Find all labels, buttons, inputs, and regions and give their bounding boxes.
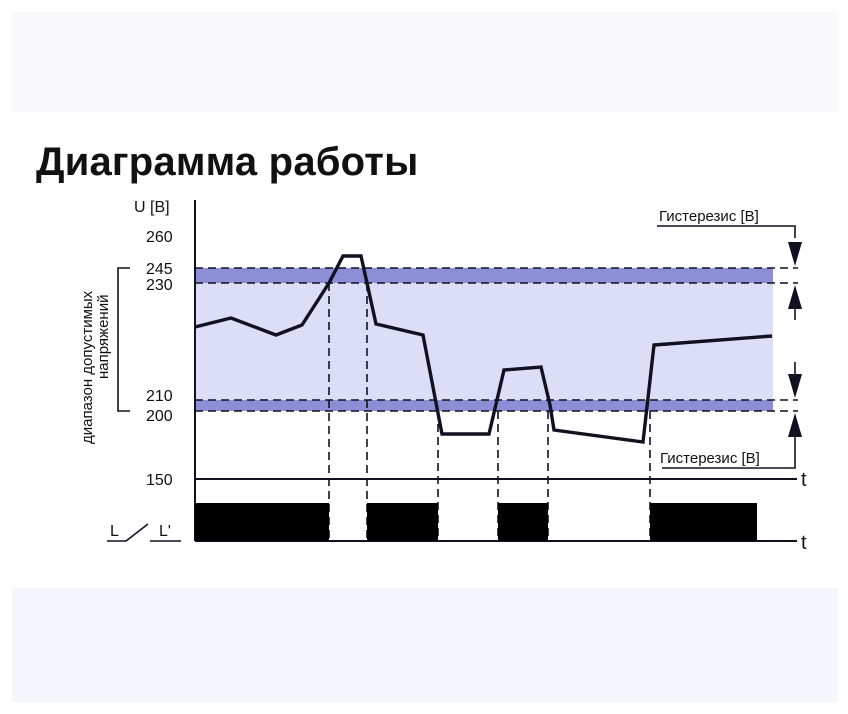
top-background-panel [12,12,838,112]
page-title: Диаграмма работы [36,140,419,184]
time-label-voltage: t [801,469,807,491]
y-tick-260: 260 [146,229,173,246]
y-tick-210: 210 [146,388,173,405]
relay-on-block-4 [650,503,757,541]
range-label-line1: диапазон допустимых [79,290,96,444]
hysteresis-arrow-up-2 [788,413,802,437]
permissible-range-band [195,283,773,400]
time-label-relay: t [801,532,807,554]
hysteresis-label-bottom: Гистерезис [B] [660,450,760,467]
y-tick-230: 230 [146,277,173,294]
hysteresis-top-leader [657,225,796,238]
y-tick-200: 200 [146,408,173,425]
hysteresis-arrow-down-2 [788,374,802,398]
range-bracket [117,267,130,412]
range-label-line2: напряжений [95,295,112,379]
relay-on-block-3 [498,503,548,541]
hysteresis-band-lower [195,400,773,411]
hysteresis-label-top: Гистерезис [B] [659,208,759,225]
hysteresis-arrow-up-1 [788,285,802,309]
y-tick-245: 245 [146,261,173,278]
hysteresis-band-upper [195,268,773,283]
relay-on-block-2 [367,503,438,541]
y-tick-150: 150 [146,472,173,489]
relay-label-right: L' [159,523,171,540]
bottom-background-panel [12,588,838,702]
y-axis-unit-label: U [B] [134,199,170,216]
relay-label-left: L [110,523,119,540]
voltage-curve [194,254,773,444]
hysteresis-arrow-down-1 [788,242,802,266]
hysteresis-bottom-leader [662,437,796,469]
relay-on-block-1 [195,503,329,541]
relay-switch-symbol [107,523,181,542]
